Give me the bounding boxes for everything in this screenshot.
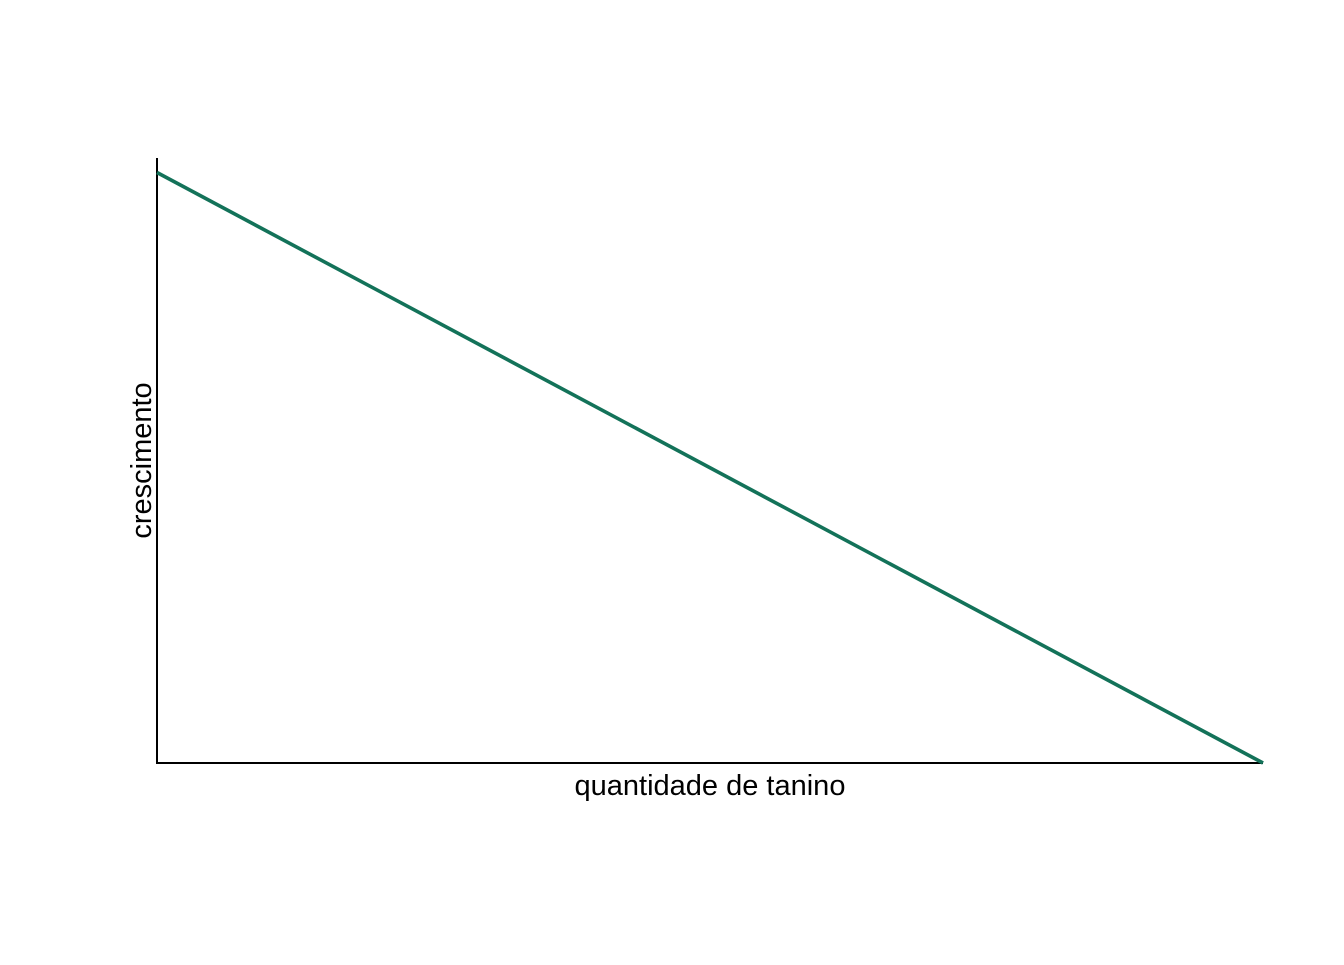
- series-layer: [156, 170, 1264, 765]
- y-axis-label: crescimento: [126, 382, 158, 538]
- series-line-0: [156, 170, 1264, 765]
- x-axis-label: quantidade de tanino: [575, 770, 846, 802]
- axes: [156, 158, 1263, 764]
